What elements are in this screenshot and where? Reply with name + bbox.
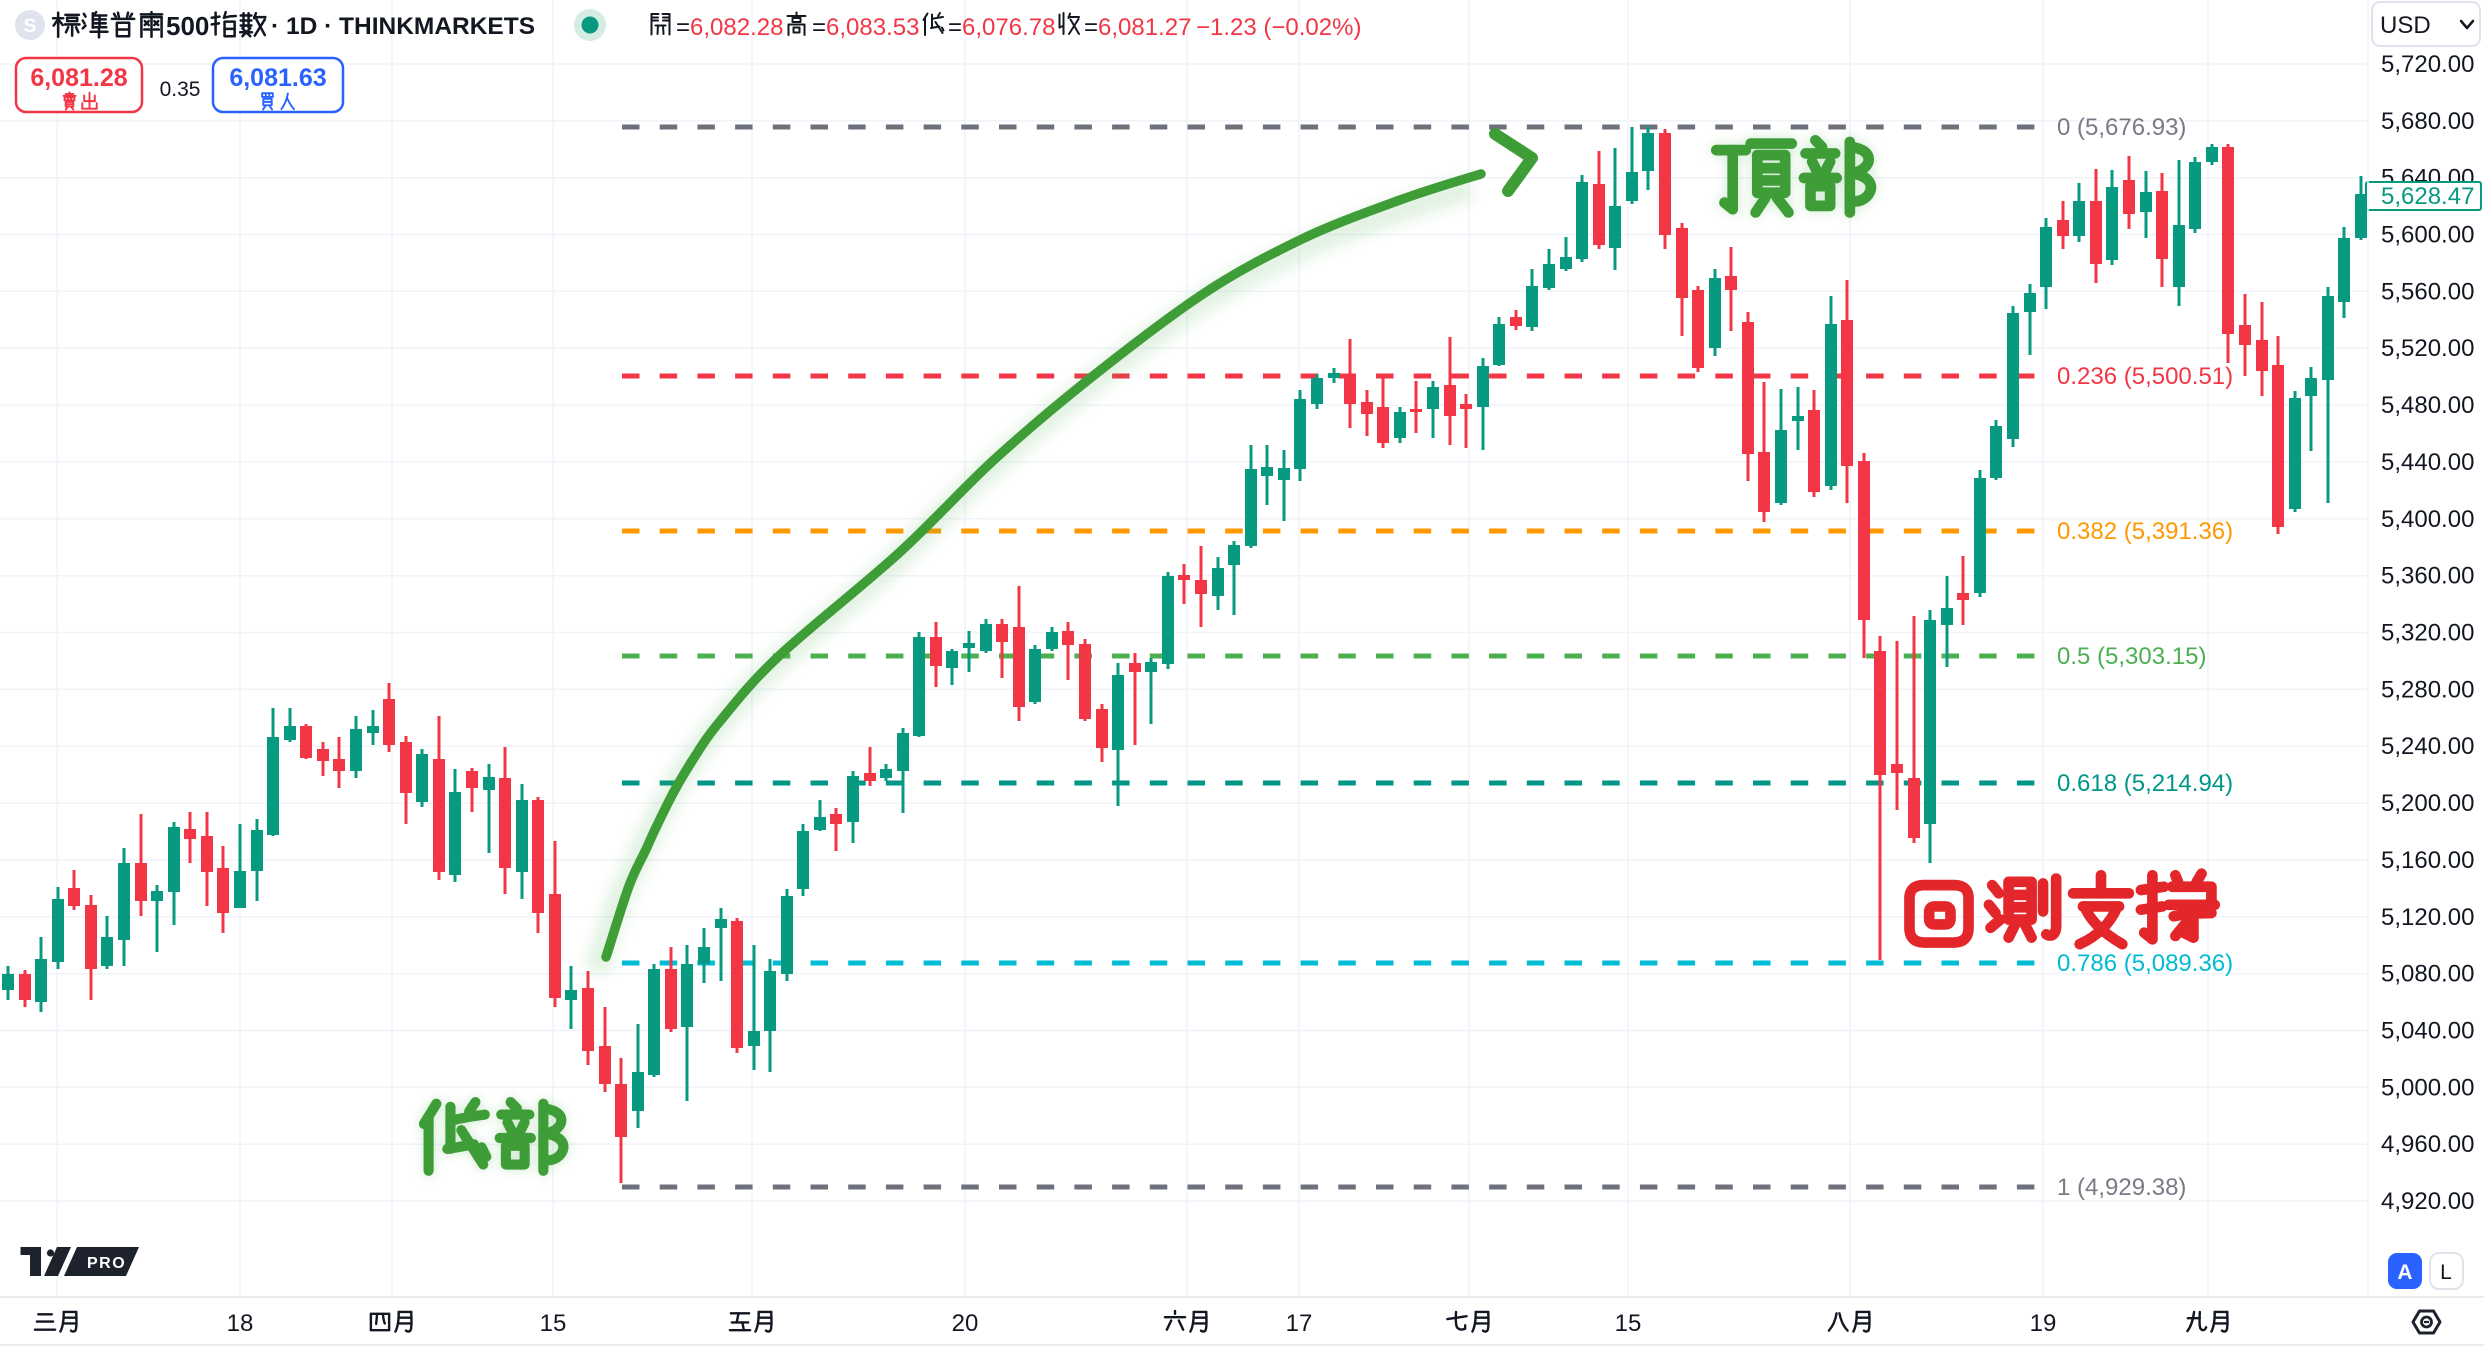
svg-text:0.618 (5,214.94): 0.618 (5,214.94) (2057, 770, 2233, 797)
svg-text:5,160.00: 5,160.00 (2381, 847, 2474, 874)
svg-text:6,081.63: 6,081.63 (229, 64, 326, 92)
svg-text:5,000.00: 5,000.00 (2381, 1074, 2474, 1101)
svg-text:L: L (2440, 1261, 2452, 1284)
svg-text:4,920.00: 4,920.00 (2381, 1188, 2474, 1215)
svg-text:5,280.00: 5,280.00 (2381, 676, 2474, 703)
svg-text:PRO: PRO (87, 1255, 126, 1272)
svg-text:15: 15 (540, 1310, 567, 1337)
svg-text:5,360.00: 5,360.00 (2381, 563, 2474, 590)
svg-text:4,960.00: 4,960.00 (2381, 1131, 2474, 1158)
svg-text:0.382 (5,391.36): 0.382 (5,391.36) (2057, 518, 2233, 545)
svg-text:5,680.00: 5,680.00 (2381, 108, 2474, 135)
svg-text:17: 17 (1286, 1310, 1313, 1337)
svg-text:S: S (24, 16, 37, 37)
svg-text:500: 500 (166, 11, 209, 41)
svg-text:0.35: 0.35 (160, 78, 201, 101)
svg-text:0 (5,676.93): 0 (5,676.93) (2057, 114, 2186, 141)
svg-text:0.786 (5,089.36): 0.786 (5,089.36) (2057, 950, 2233, 977)
svg-text:0.5 (5,303.15): 0.5 (5,303.15) (2057, 643, 2206, 670)
svg-text:6,081.28: 6,081.28 (30, 64, 127, 92)
svg-text:5,040.00: 5,040.00 (2381, 1018, 2474, 1045)
svg-text:5,720.00: 5,720.00 (2381, 51, 2474, 78)
svg-text:5,080.00: 5,080.00 (2381, 961, 2474, 988)
svg-text:5,400.00: 5,400.00 (2381, 506, 2474, 533)
svg-text:=6,076.78: =6,076.78 (948, 14, 1055, 41)
svg-text:20: 20 (952, 1310, 979, 1337)
svg-text:−1.23 (−0.02%): −1.23 (−0.02%) (1196, 14, 1361, 41)
svg-text:5,480.00: 5,480.00 (2381, 392, 2474, 419)
svg-text:A: A (2397, 1261, 2412, 1284)
svg-text:5,240.00: 5,240.00 (2381, 733, 2474, 760)
svg-text:18: 18 (227, 1310, 254, 1337)
svg-text:5,520.00: 5,520.00 (2381, 335, 2474, 362)
svg-text:USD: USD (2380, 12, 2431, 39)
svg-text:5,600.00: 5,600.00 (2381, 222, 2474, 249)
svg-text:15: 15 (1615, 1310, 1642, 1337)
svg-text:5,440.00: 5,440.00 (2381, 449, 2474, 476)
svg-text:5,120.00: 5,120.00 (2381, 904, 2474, 931)
svg-text:19: 19 (2030, 1310, 2057, 1337)
svg-text:0.236 (5,500.51): 0.236 (5,500.51) (2057, 363, 2233, 390)
svg-text:5,628.47: 5,628.47 (2381, 183, 2474, 210)
svg-text:5,320.00: 5,320.00 (2381, 620, 2474, 647)
svg-text:1 (4,929.38): 1 (4,929.38) (2057, 1174, 2186, 1201)
svg-text:=6,081.27: =6,081.27 (1084, 14, 1191, 41)
svg-text:=6,083.53: =6,083.53 (812, 14, 919, 41)
svg-text:· 1D · THINKMARKETS: · 1D · THINKMARKETS (271, 13, 535, 40)
svg-text:=6,082.28: =6,082.28 (676, 14, 783, 41)
svg-text:5,560.00: 5,560.00 (2381, 278, 2474, 305)
svg-text:5,200.00: 5,200.00 (2381, 790, 2474, 817)
